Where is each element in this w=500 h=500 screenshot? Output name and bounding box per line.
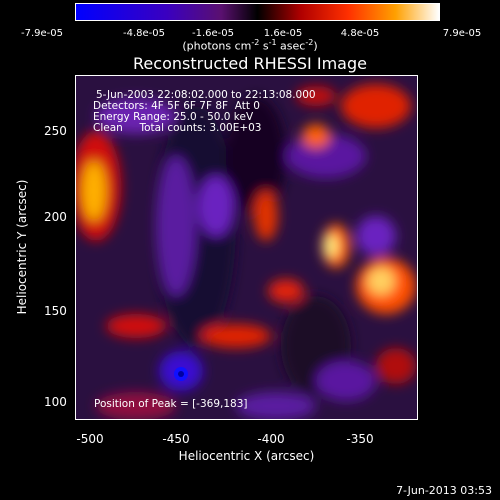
colorbar-tick: -7.9e-05: [21, 28, 63, 39]
rhessi-image: [75, 75, 418, 420]
energy-range: Energy Range: 25.0 - 50.0 keV: [93, 111, 254, 123]
detectors-info: Detectors: 4F 5F 6F 7F 8F Att 0: [93, 100, 260, 112]
time-range: 5-Jun-2003 22:08:02.000 to 22:13:08.000: [96, 89, 316, 101]
y-tick: 250: [44, 124, 67, 138]
image-title: Reconstructed RHESSI Image: [133, 54, 367, 73]
peak-position: Position of Peak = [-369,183]: [94, 398, 248, 410]
footer-date: 7-Jun-2013 03:53: [396, 484, 492, 497]
colorbar-tick: 4.8e-05: [340, 28, 380, 39]
x-tick: -450: [162, 432, 190, 446]
colorbar-tick: -1.6e-05: [192, 28, 234, 39]
colorbar-tick: -4.8e-05: [123, 28, 165, 39]
x-tick: -500: [76, 432, 104, 446]
x-tick: -400: [257, 432, 285, 446]
colorbar-tick: 7.9e-05: [442, 28, 482, 39]
colorbar-tick: 1.6e-05: [263, 28, 303, 39]
x-axis-label: Heliocentric X (arcsec): [178, 449, 315, 463]
y-tick: 150: [44, 304, 67, 318]
x-tick: -350: [346, 432, 374, 446]
algorithm-info: Clean Total counts: 3.00E+03: [93, 122, 262, 134]
y-tick: 200: [44, 210, 67, 224]
colorbar-units: (photons cm-2 s-1 asec-2): [182, 38, 318, 53]
y-axis-label: Heliocentric Y (arcsec): [15, 179, 29, 315]
colorbar: [75, 3, 440, 21]
y-tick: 100: [44, 395, 67, 409]
